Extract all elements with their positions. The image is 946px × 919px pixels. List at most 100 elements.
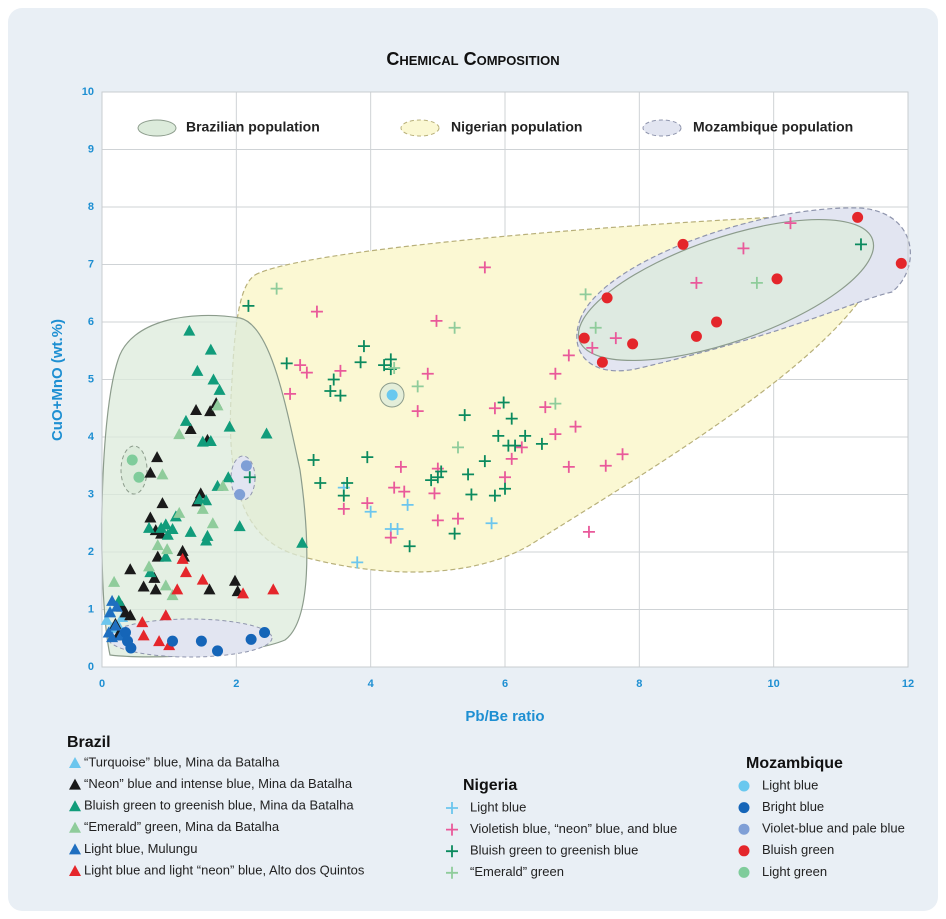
triangle-marker [106, 594, 119, 606]
chart-title: Chemical Composition [386, 49, 559, 69]
triangle-marker [267, 583, 280, 595]
triangle-marker [207, 373, 220, 385]
legend-marker [738, 802, 750, 814]
plus-marker [562, 460, 575, 473]
triangle-marker [211, 399, 224, 411]
circle-marker [578, 332, 590, 344]
legend-label: Bluish green [762, 842, 834, 857]
x-axis-label: Pb/Be ratio [465, 708, 544, 725]
legend-marker [738, 780, 750, 792]
plus-marker [334, 364, 347, 377]
population-label: Mozambique population [693, 119, 853, 135]
plus-marker [411, 380, 424, 393]
triangle-marker [228, 574, 241, 586]
plus-marker [324, 385, 337, 397]
legend-marker [446, 802, 458, 814]
triangle-marker [204, 435, 217, 447]
triangle-marker [203, 583, 216, 595]
plus-marker [549, 397, 562, 410]
plus-marker [609, 332, 622, 345]
legend-label: “Neon” blue and intense blue, Mina da Ba… [84, 776, 353, 791]
triangle-marker [206, 517, 219, 529]
triangle-marker [151, 550, 164, 562]
plus-marker [519, 429, 532, 442]
plus-marker [616, 448, 629, 461]
plus-marker [378, 359, 391, 372]
population-label: Nigerian population [451, 119, 582, 135]
triangle-marker [190, 403, 203, 415]
triangle-marker [183, 324, 196, 336]
triangle-marker [144, 566, 157, 578]
legend-marker [738, 823, 750, 835]
plus-marker [737, 242, 750, 255]
triangle-marker [196, 573, 209, 585]
circle-marker [125, 642, 137, 654]
circle-marker [690, 330, 702, 342]
legend-label: “Emerald” green, Mina da Batalha [84, 819, 280, 834]
triangle-marker [108, 575, 121, 587]
plus-marker [294, 359, 307, 372]
legend-label: Light blue and light “neon” blue, Alto d… [84, 862, 365, 877]
triangle-marker [106, 631, 119, 643]
plus-marker [582, 525, 595, 538]
plus-marker [431, 471, 444, 484]
x-tick-label: 8 [636, 678, 642, 690]
triangle-marker [196, 502, 209, 514]
triangle-marker [151, 539, 164, 551]
plus-marker [337, 502, 350, 515]
plus-marker [478, 455, 491, 468]
plus-marker [384, 531, 397, 544]
triangle-marker [159, 609, 172, 621]
legend-label: Light blue, Mulungu [84, 841, 197, 856]
y-tick-label: 2 [88, 546, 94, 558]
triangle-marker [179, 414, 192, 426]
triangle-marker [161, 528, 174, 540]
population-swatch [400, 119, 440, 137]
legend-marker [69, 865, 81, 876]
plot-frame [101, 91, 909, 668]
plus-marker [515, 441, 528, 454]
plus-marker [334, 389, 347, 402]
legend-label: “Turquoise” blue, Mina da Batalha [84, 754, 280, 769]
plus-marker [509, 439, 522, 452]
triangle-marker [124, 609, 137, 621]
plus-marker [300, 366, 313, 379]
plus-marker [505, 412, 518, 425]
plus-marker [562, 349, 575, 362]
legend-marker [738, 845, 750, 857]
plus-marker [351, 556, 364, 569]
plus-marker [492, 429, 505, 442]
plus-marker [401, 498, 414, 511]
circle-marker [895, 257, 907, 269]
triangle-marker [159, 518, 172, 530]
triangle-marker [171, 583, 184, 595]
plus-marker [284, 387, 297, 400]
triangle-marker [148, 571, 161, 583]
plus-marker [690, 276, 703, 289]
circle-marker [259, 627, 271, 638]
circle-marker [240, 460, 252, 472]
plus-marker [307, 454, 320, 466]
triangle-marker [296, 536, 309, 548]
legend-label: Light green [762, 864, 827, 879]
y-tick-label: 1 [88, 603, 94, 615]
circle-marker [852, 211, 864, 223]
x-tick-label: 2 [233, 678, 239, 690]
circle-marker [771, 273, 783, 285]
plus-marker [431, 514, 444, 527]
y-tick-label: 5 [88, 373, 94, 385]
triangle-marker [196, 435, 209, 447]
plus-marker [341, 477, 354, 489]
triangle-marker [159, 550, 172, 562]
triangle-marker [109, 619, 122, 631]
circle-marker [386, 389, 398, 401]
y-tick-label: 0 [88, 661, 94, 673]
legend-label: Light blue [470, 799, 526, 814]
plus-marker [270, 282, 283, 295]
triangle-marker [110, 600, 123, 612]
y-tick-label: 4 [88, 431, 95, 443]
population-label: Brazilian population [186, 119, 320, 135]
triangle-marker [137, 629, 150, 641]
plus-marker [458, 409, 471, 422]
plus-marker [388, 362, 401, 374]
